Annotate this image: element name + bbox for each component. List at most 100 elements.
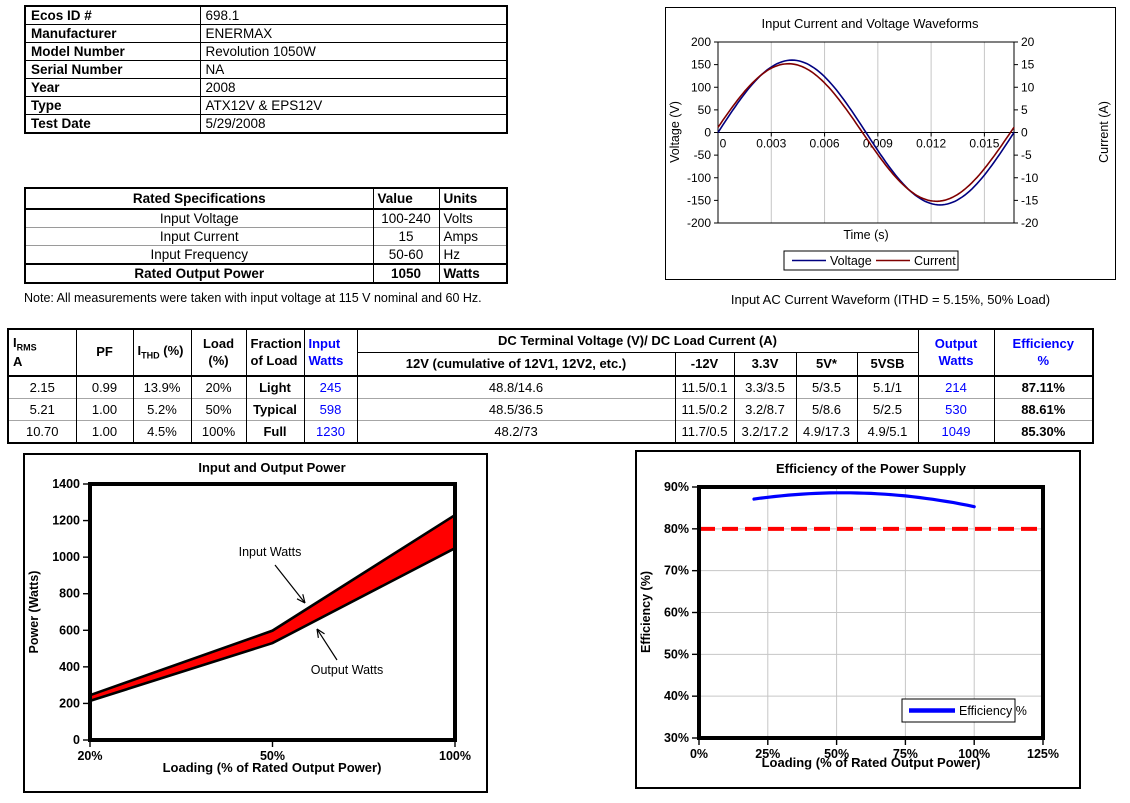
x-tick-label: 125% <box>1027 747 1059 761</box>
x-tick-label: 100% <box>439 749 471 763</box>
y-axis-title: Power (Watts) <box>27 571 41 654</box>
12v-value: 48.8/14.6 <box>356 375 676 399</box>
efficiency-chart-box: Efficiency of the Power Supply Loading (… <box>635 450 1081 789</box>
ithd-value: 13.9% <box>132 375 192 399</box>
value-column-header: Value <box>372 188 440 210</box>
ithd-value: 4.5% <box>132 420 192 443</box>
info-value: ATX12V & EPS12V <box>199 96 508 115</box>
left-y-tick-label: -150 <box>687 193 711 207</box>
neg12v-value: 11.5/0.1 <box>674 375 735 399</box>
col-header-33v: 3.3V <box>733 352 797 377</box>
spec-units: Hz <box>438 245 508 264</box>
load-measurement-table: IRMS A PF ITHD (%) Load (%) Fraction of Loa… <box>7 328 1094 444</box>
load-value: 50% <box>190 398 247 421</box>
table-row: Type ATX12V & EPS12V <box>24 96 508 115</box>
left-y-tick-label: 150 <box>691 58 711 72</box>
spec-units: Volts <box>438 208 508 228</box>
fraction-value: Light <box>245 375 305 399</box>
left-y-tick-label: 0 <box>704 126 711 140</box>
info-label: Year <box>24 78 201 97</box>
legend-label: Efficiency % <box>959 704 1027 718</box>
table-row: Manufacturer ENERMAX <box>24 24 508 43</box>
output-watts-arrow <box>316 628 319 638</box>
right-y-tick-label: -20 <box>1021 216 1039 230</box>
input-watts-arrow <box>296 598 306 604</box>
table-row: 5.21 1.00 5.2% 50% Typical 598 48.5/36.5… <box>7 398 1094 421</box>
table-row: Ecos ID #698.1 <box>24 5 508 25</box>
legend-label: Current <box>914 254 956 268</box>
pf-value: 1.00 <box>75 420 134 443</box>
power-chart: Input and Output Power Loading (% of Rat… <box>27 460 471 775</box>
rated-specifications-table: Rated Specifications Value Units Input V… <box>24 187 508 284</box>
col-header-load: Load (%) <box>190 329 247 377</box>
efficiency-value: 88.61% <box>993 398 1094 421</box>
x-tick-label: 100% <box>958 747 990 761</box>
table-row: Test Date 5/29/2008 <box>24 114 508 134</box>
info-label: Test Date <box>24 114 201 134</box>
x-tick-label: 0.006 <box>810 137 840 151</box>
legend-box <box>901 698 1016 723</box>
col-header-pf: PF <box>75 329 134 377</box>
table-row: Year 2008 <box>24 78 508 97</box>
x-axis-title: Time (s) <box>843 228 888 242</box>
output-watts-arrow <box>316 628 325 635</box>
left-y-tick-label: -200 <box>687 216 711 230</box>
x-tick-label: 0.015 <box>969 137 999 151</box>
y-tick-label: 30% <box>664 731 689 745</box>
table-row: Rated Output Power 1050 Watts <box>24 263 508 283</box>
spec-value: 100-240 <box>372 208 440 228</box>
col-header-5vsb: 5VSB <box>856 352 919 377</box>
y-tick-label: 200 <box>59 696 80 710</box>
fraction-value: Typical <box>245 398 305 421</box>
input-watts-arrow <box>302 594 306 604</box>
input-watts-annotation: Input Watts <box>239 545 302 559</box>
info-value: 698.1 <box>199 5 508 25</box>
info-label: Manufacturer <box>24 24 201 43</box>
y-tick-label: 1400 <box>52 477 80 491</box>
current-waveform-line <box>717 62 1015 203</box>
x-tick-label: 0.012 <box>916 137 946 151</box>
right-y-tick-label: -5 <box>1021 148 1032 162</box>
y-tick-label: 50% <box>664 647 689 661</box>
output-watts-annotation: Output Watts <box>311 663 383 677</box>
chart-title: Input Current and Voltage Waveforms <box>761 16 979 31</box>
irms-value: 2.15 <box>7 375 77 399</box>
right-y-tick-label: 20 <box>1021 35 1035 49</box>
left-y-tick-label: -50 <box>694 148 712 162</box>
5vsb-value: 5.1/1 <box>856 375 919 399</box>
info-label: Ecos ID # <box>24 5 201 25</box>
x-tick-label: 50% <box>824 747 849 761</box>
12v-value: 48.2/73 <box>356 420 676 443</box>
col-header-neg12v: -12V <box>674 352 735 377</box>
left-y-tick-label: 50 <box>698 103 712 117</box>
x-tick-label: 0.003 <box>756 137 786 151</box>
efficiency-chart: Efficiency of the Power Supply Loading (… <box>639 461 1059 770</box>
spec-name: Rated Output Power <box>24 263 374 283</box>
irms-value: 10.70 <box>7 420 77 443</box>
input-watts-line <box>89 513 456 697</box>
col-header-12v: 12V (cumulative of 12V1, 12V2, etc.) <box>356 352 676 377</box>
waveform-caption: Input AC Current Waveform (ITHD = 5.15%,… <box>730 292 1051 307</box>
y-tick-label: 80% <box>664 522 689 536</box>
33v-value: 3.2/8.7 <box>733 398 797 421</box>
y-tick-label: 0 <box>73 733 80 747</box>
input-watts-value: 598 <box>303 398 358 421</box>
33v-value: 3.3/3.5 <box>733 375 797 399</box>
right-y-tick-label: -15 <box>1021 193 1039 207</box>
efficiency-value: 85.30% <box>993 420 1094 443</box>
info-value: ENERMAX <box>199 24 508 43</box>
col-header-irms: IRMS A <box>7 329 77 377</box>
pf-value: 0.99 <box>75 375 134 399</box>
table-row: 2.15 0.99 13.9% 20% Light 245 48.8/14.6 … <box>7 375 1094 399</box>
output-watts-value: 530 <box>917 398 995 421</box>
neg12v-value: 11.5/0.2 <box>674 398 735 421</box>
x-axis-title: Loading (% of Rated Output Power) <box>762 755 981 770</box>
y-tick-label: 40% <box>664 689 689 703</box>
units-column-header: Units <box>438 188 508 210</box>
table-row: Input Current 15 Amps <box>24 227 508 246</box>
waveform-chart: Input Current and Voltage Waveforms Time… <box>668 16 1111 271</box>
info-label: Type <box>24 96 201 115</box>
right-y-tick-label: 0 <box>1021 126 1028 140</box>
load-value: 20% <box>190 375 247 399</box>
legend-label: Voltage <box>830 254 872 268</box>
